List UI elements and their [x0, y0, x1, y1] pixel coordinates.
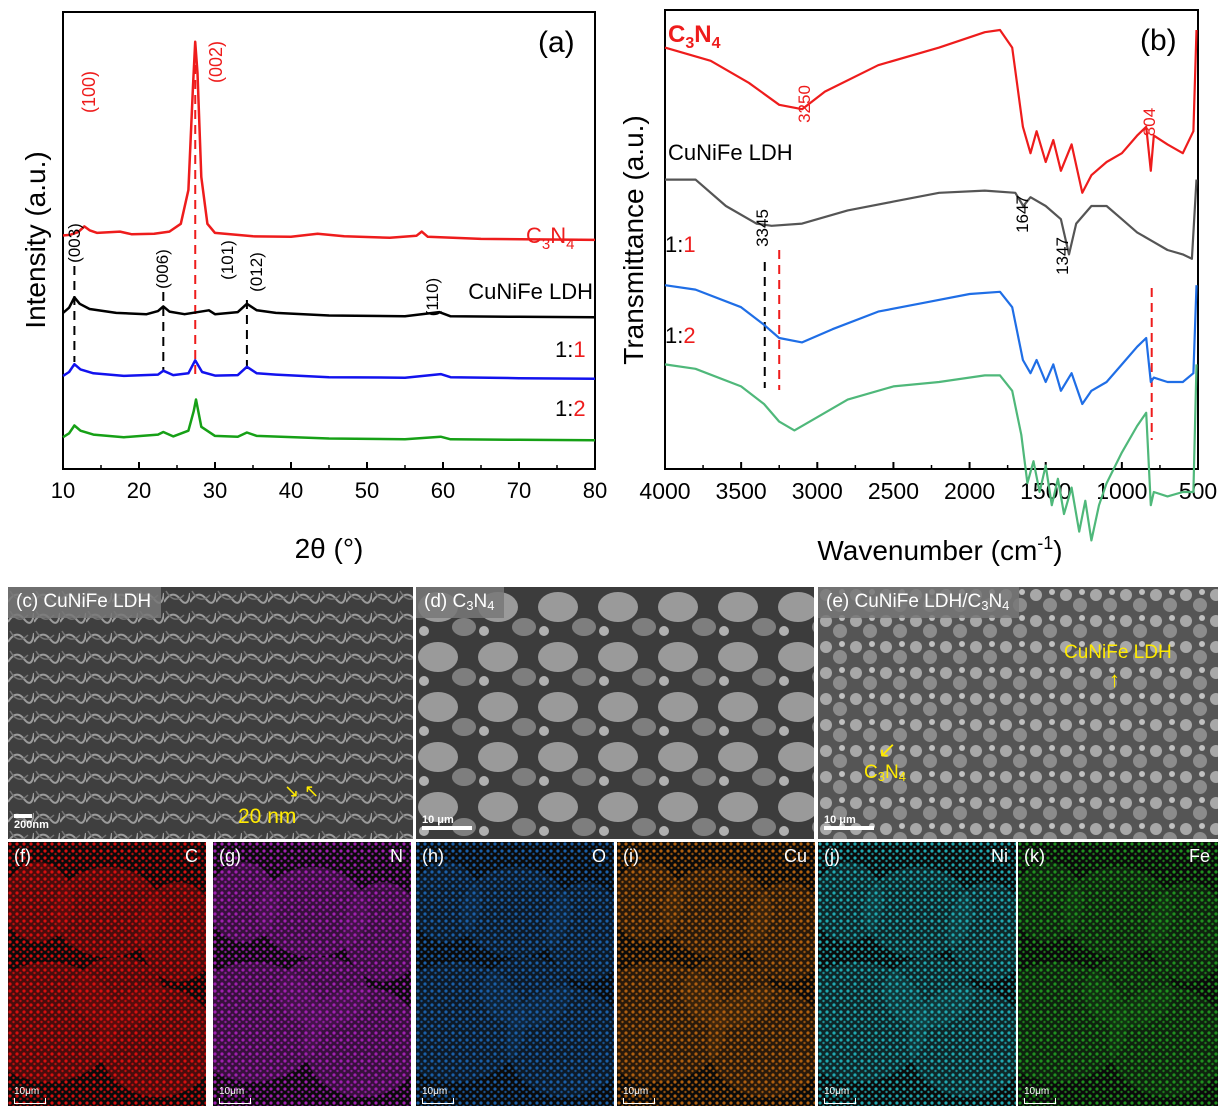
- eds-scalebar: 10μm: [219, 1086, 251, 1104]
- eds-map-c: (f) C 10μm: [8, 842, 206, 1106]
- sem-ldh-texture: [8, 587, 413, 839]
- xrd-plot-frame: [63, 12, 595, 469]
- sem-ldh-arrow-icon: ↘ ↖: [284, 781, 319, 802]
- eds-map-cu: (i) Cu 10μm: [617, 842, 815, 1106]
- xrd-annotation-002: (002): [206, 41, 226, 83]
- xrd-y-axis-label: Intensity (a.u.): [20, 151, 51, 328]
- xrd-annotation-003: (003): [65, 223, 84, 263]
- ftir-tick-label: 3000: [792, 478, 843, 504]
- eds-panel-label: (f): [14, 846, 31, 867]
- eds-map-fe: (k) Fe 10μm: [1018, 842, 1218, 1106]
- eds-map-ni: (j) Ni 10μm: [818, 842, 1016, 1106]
- ftir-series-line: [665, 180, 1197, 259]
- eds-map-o: (h) O 10μm: [416, 842, 614, 1106]
- sem-composite-arrow-c3n4-icon: ↙: [878, 737, 896, 763]
- sem-panel-ldh: (c) CuNiFe LDH 200nm 20 nm ↘ ↖: [8, 587, 413, 839]
- xrd-annotation-006: (006): [153, 249, 172, 289]
- sem-composite-arrow-ldh-icon: ↑: [1109, 667, 1120, 693]
- ftir-series-line: [665, 30, 1197, 193]
- eds-panel-label: (k): [1024, 846, 1045, 867]
- eds-map-n: (g) N 10μm: [213, 842, 411, 1106]
- xrd-tick-label: 80: [583, 478, 607, 503]
- ftir-x-axis-label: Wavenumber (cm-1): [817, 533, 1062, 566]
- xrd-tick-label: 20: [127, 478, 151, 503]
- ftir-annotation-1347: 1347: [1053, 237, 1072, 275]
- sem-composite-label-c3n4: C3N4: [864, 762, 906, 784]
- ftir-tick-label: 2000: [944, 478, 995, 504]
- ftir-tick-label: 3500: [716, 478, 767, 504]
- xrd-panel-label: (a): [538, 26, 575, 59]
- xrd-tick-label: 10: [51, 478, 75, 503]
- eds-scalebar: 10μm: [623, 1086, 655, 1104]
- xrd-tick-label: 60: [431, 478, 455, 503]
- sem-composite-label-ldh: CuNiFe LDH: [1064, 642, 1172, 664]
- eds-map-texture: [416, 842, 614, 1106]
- ftir-series-line: [665, 364, 1197, 540]
- sem-ldh-label: (c) CuNiFe LDH: [8, 587, 161, 618]
- eds-map-texture: [213, 842, 411, 1106]
- eds-scalebar: 10μm: [422, 1086, 454, 1104]
- xrd-tick-label: 40: [279, 478, 303, 503]
- eds-map-texture: [8, 842, 206, 1106]
- eds-element-label: Ni: [991, 846, 1008, 867]
- xrd-tick-label: 70: [507, 478, 531, 503]
- ftir-y-axis-label: Transmittance (a.u.): [618, 115, 649, 364]
- ftir-annotation-1647: 1647: [1013, 195, 1032, 233]
- eds-panel-label: (i): [623, 846, 639, 867]
- xrd-series-line: [63, 400, 595, 441]
- eds-element-label: C: [185, 846, 198, 867]
- ftir-label-c3n4: C3N4: [668, 21, 721, 52]
- xrd-chart: (a) 10 20 30 40 50 60 70 80 2θ (°) Intensity (a…: [0, 0, 610, 575]
- eds-map-texture: [818, 842, 1016, 1106]
- eds-element-label: N: [390, 846, 403, 867]
- sem-composite-label: (e) CuNiFe LDH/C3N4: [818, 587, 1019, 618]
- sem-c3n4-texture: [416, 587, 814, 839]
- xrd-annotation-100: (100): [79, 71, 99, 113]
- ftir-annotation-3345: 3345: [753, 209, 772, 247]
- xrd-label-1-1: 1:1: [555, 337, 586, 362]
- ftir-panel-label: (b): [1140, 24, 1177, 57]
- sem-ldh-annotation: 20 nm: [238, 805, 296, 829]
- ftir-annotation-804: 804: [1140, 108, 1159, 136]
- ftir-chart: (b) 4000 3500 3000 2500 2000 1500 1000 500 Wave…: [610, 0, 1220, 575]
- sem-ldh-scalebar: 200nm: [14, 814, 49, 831]
- xrd-annotation-012: (012): [247, 252, 266, 292]
- sem-c3n4-scalebar: 10 μm: [422, 814, 472, 831]
- ftir-annotation-3250: 3250: [795, 85, 814, 123]
- ftir-label-1-1: 1:1: [665, 232, 696, 257]
- xrd-annotation-101: (101): [218, 240, 237, 280]
- eds-element-label: Fe: [1189, 846, 1210, 867]
- xrd-series-line: [63, 42, 595, 240]
- eds-scalebar: 10μm: [1024, 1086, 1056, 1104]
- xrd-annotation-110: (110): [423, 278, 442, 316]
- ftir-series-line: [665, 285, 1197, 404]
- eds-map-texture: [617, 842, 815, 1106]
- xrd-series-line: [63, 360, 595, 379]
- sem-panel-composite: (e) CuNiFe LDH/C3N4 10 μm ↙ C3N4 CuNiFe …: [818, 587, 1218, 839]
- xrd-tick-label: 30: [203, 478, 227, 503]
- xrd-label-1-2: 1:2: [555, 396, 586, 421]
- ftir-plot-frame: [665, 10, 1198, 469]
- eds-panel-label: (g): [219, 846, 241, 867]
- ftir-tick-label: 4000: [639, 478, 690, 504]
- xrd-label-ldh: CuNiFe LDH: [468, 279, 593, 304]
- sem-c3n4-label: (d) C3N4: [416, 587, 504, 618]
- xrd-x-axis-label: 2θ (°): [295, 533, 364, 564]
- sem-composite-scalebar: 10 μm: [824, 814, 874, 831]
- eds-panel-label: (h): [422, 846, 444, 867]
- eds-map-texture: [1018, 842, 1218, 1106]
- sem-panel-c3n4: (d) C3N4 10 μm: [416, 587, 814, 839]
- eds-element-label: O: [592, 846, 606, 867]
- ftir-label-1-2: 1:2: [665, 323, 696, 348]
- xrd-label-c3n4: C3N4: [526, 223, 574, 253]
- ftir-tick-label: 2500: [868, 478, 919, 504]
- eds-element-label: Cu: [784, 846, 807, 867]
- sem-composite-texture: [818, 587, 1218, 839]
- eds-scalebar: 10μm: [824, 1086, 856, 1104]
- eds-panel-label: (j): [824, 846, 840, 867]
- xrd-tick-label: 50: [355, 478, 379, 503]
- ftir-label-ldh: CuNiFe LDH: [668, 140, 793, 165]
- eds-scalebar: 10μm: [14, 1086, 46, 1104]
